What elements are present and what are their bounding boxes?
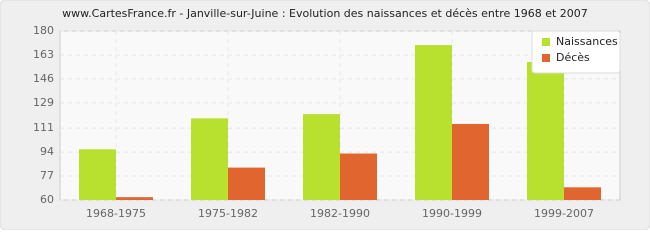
y-tick-label: 94 (40, 145, 54, 158)
chart-title: www.CartesFrance.fr - Janville-sur-Juine… (62, 7, 588, 20)
bar (228, 167, 265, 200)
bar (79, 149, 116, 200)
bar (415, 45, 452, 201)
bar (564, 187, 601, 200)
bar (527, 61, 564, 200)
y-tick-label: 77 (40, 169, 54, 182)
x-tick-label: 1999-2007 (534, 207, 594, 220)
bar (340, 153, 377, 200)
bar (191, 118, 228, 200)
x-tick-label: 1990-1999 (422, 207, 482, 220)
y-tick-label: 60 (40, 193, 54, 206)
x-tick-label: 1982-1990 (310, 207, 370, 220)
legend-label: Naissances (556, 35, 618, 48)
x-tick-label: 1968-1975 (86, 207, 146, 220)
y-tick-label: 129 (33, 96, 54, 109)
bar (303, 114, 340, 200)
y-tick-label: 163 (33, 48, 54, 61)
y-tick-label: 180 (33, 24, 54, 37)
y-tick-label: 146 (33, 72, 54, 85)
legend-swatch (542, 54, 550, 62)
bar (116, 197, 153, 200)
y-tick-label: 111 (33, 121, 54, 134)
bar (452, 123, 489, 200)
x-tick-label: 1975-1982 (198, 207, 258, 220)
legend-label: Décès (556, 51, 590, 64)
legend-box (531, 30, 621, 74)
legend-swatch (542, 38, 550, 46)
chart: www.CartesFrance.fr - Janville-sur-Juine… (0, 0, 650, 231)
